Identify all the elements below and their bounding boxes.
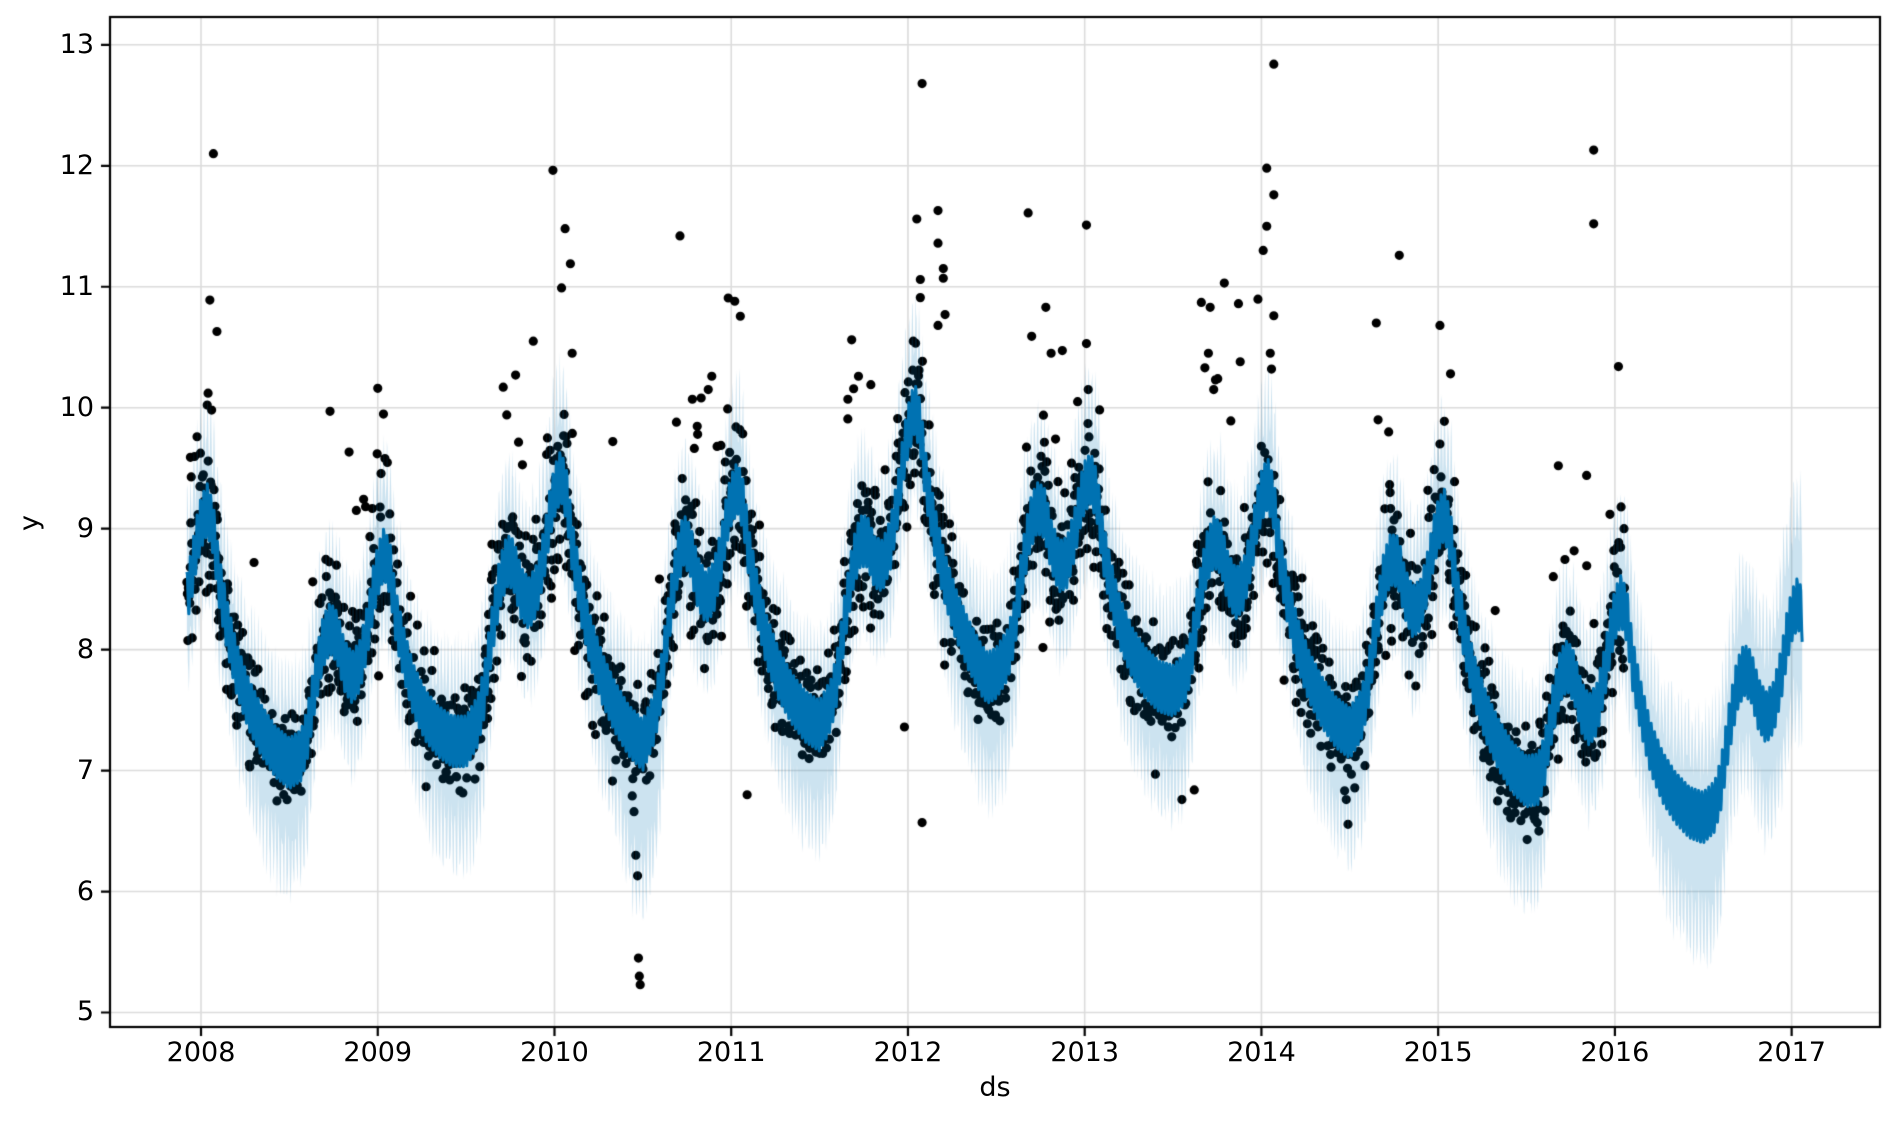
y-tick-label: 8 [76,633,94,665]
x-tick-label: 2013 [1050,1037,1120,1068]
y-tick-label: 10 [59,391,94,423]
x-tick-label: 2011 [696,1037,766,1068]
x-tick-label: 2015 [1403,1037,1473,1068]
x-tick-label: 2012 [873,1037,943,1068]
y-tick-label: 6 [76,875,94,907]
x-tick-label: 2010 [520,1037,589,1068]
y-tick-label: 12 [59,149,94,181]
x-axis-label: ds [979,1072,1011,1103]
y-tick-label: 5 [76,996,94,1028]
x-tick-label: 2014 [1227,1037,1296,1068]
x-tick-label: 2009 [343,1037,413,1068]
y-tick-label: 7 [76,754,94,786]
x-tick-label: 2016 [1580,1037,1650,1068]
y-tick-label: 9 [76,512,94,544]
x-tick-label: 2008 [166,1037,236,1068]
y-tick-label: 13 [59,28,94,60]
x-tick-label: 2017 [1757,1037,1826,1068]
y-tick-label: 11 [59,270,94,302]
